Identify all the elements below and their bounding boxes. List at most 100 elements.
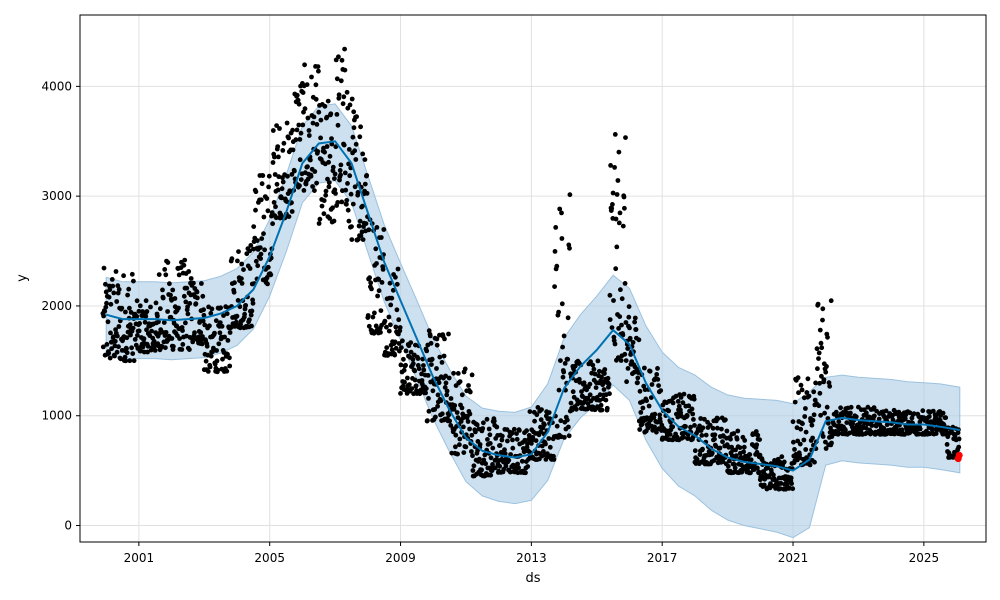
observed-point xyxy=(376,288,382,294)
observed-point xyxy=(647,368,653,374)
observed-point xyxy=(369,286,374,292)
observed-point xyxy=(727,458,732,464)
observed-point xyxy=(552,249,558,254)
observed-point xyxy=(945,434,951,440)
observed-point xyxy=(608,163,613,168)
observed-point xyxy=(591,366,597,372)
observed-point xyxy=(214,358,220,364)
observed-point xyxy=(626,314,632,320)
observed-point xyxy=(253,189,259,195)
observed-point xyxy=(326,180,332,186)
observed-point xyxy=(349,224,354,230)
observed-point xyxy=(295,97,301,103)
observed-point xyxy=(362,157,368,163)
observed-point xyxy=(817,390,823,396)
observed-point xyxy=(161,320,167,325)
observed-point xyxy=(169,336,175,341)
observed-point xyxy=(470,453,475,459)
observed-point xyxy=(829,440,834,446)
observed-point xyxy=(225,351,230,357)
observed-point xyxy=(767,485,773,491)
observed-point xyxy=(339,57,345,63)
observed-point xyxy=(790,419,796,425)
observed-point xyxy=(485,437,490,442)
observed-point xyxy=(511,426,517,432)
observed-point xyxy=(486,426,492,432)
observed-point xyxy=(287,189,293,195)
observed-point xyxy=(863,425,869,431)
x-tick-label: 2009 xyxy=(385,551,416,565)
observed-point xyxy=(812,459,817,465)
observed-point xyxy=(457,436,463,442)
observed-point xyxy=(514,431,519,436)
observed-point xyxy=(602,371,607,376)
observed-point xyxy=(338,78,344,84)
observed-point xyxy=(807,462,813,468)
observed-point xyxy=(176,272,182,278)
observed-point xyxy=(560,374,566,380)
observed-point xyxy=(284,120,290,126)
observed-point xyxy=(109,346,114,352)
observed-point xyxy=(564,417,570,423)
observed-point xyxy=(410,361,416,367)
observed-point xyxy=(707,422,713,428)
observed-point xyxy=(421,367,427,373)
observed-point xyxy=(124,350,130,356)
observed-point xyxy=(258,256,263,261)
observed-point xyxy=(644,415,650,420)
observed-point xyxy=(439,411,445,417)
observed-point xyxy=(305,115,311,121)
observed-point xyxy=(473,429,478,435)
observed-point xyxy=(804,390,810,395)
observed-point xyxy=(350,134,356,140)
observed-point xyxy=(270,221,275,227)
observed-point xyxy=(101,265,107,271)
observed-point xyxy=(192,330,197,336)
observed-point xyxy=(625,346,631,351)
observed-point xyxy=(493,465,498,471)
observed-point xyxy=(654,372,660,377)
observed-point xyxy=(145,349,151,355)
observed-point xyxy=(813,380,818,386)
observed-point xyxy=(253,258,259,264)
observed-point xyxy=(208,353,214,359)
observed-point xyxy=(185,304,191,310)
observed-point xyxy=(439,360,445,365)
observed-point xyxy=(398,345,404,350)
observed-point xyxy=(638,410,644,415)
observed-point xyxy=(597,398,603,403)
observed-point xyxy=(838,405,843,411)
observed-point xyxy=(167,281,172,287)
observed-point xyxy=(182,257,188,263)
observed-point xyxy=(607,292,613,298)
observed-point xyxy=(607,317,613,322)
observed-point xyxy=(799,387,805,393)
observed-point xyxy=(127,322,133,327)
observed-point xyxy=(234,313,240,319)
observed-point xyxy=(742,438,748,443)
observed-point xyxy=(334,112,340,117)
observed-point xyxy=(380,267,386,272)
observed-point xyxy=(198,330,204,335)
observed-point xyxy=(798,426,804,432)
observed-point xyxy=(469,449,474,454)
observed-point xyxy=(280,179,286,185)
observed-point xyxy=(423,390,428,396)
observed-point xyxy=(474,422,480,428)
observed-point xyxy=(142,319,148,325)
observed-point xyxy=(123,358,129,364)
observed-point xyxy=(825,420,831,426)
observed-point xyxy=(332,187,338,193)
observed-point xyxy=(836,419,842,425)
observed-point xyxy=(235,298,241,303)
observed-point xyxy=(321,145,326,151)
observed-point xyxy=(130,351,136,356)
observed-point xyxy=(306,128,312,133)
observed-point xyxy=(930,408,936,414)
observed-point xyxy=(199,281,204,286)
observed-point xyxy=(547,444,553,450)
observed-point xyxy=(623,358,629,363)
x-axis-ticks: 2001 2005 2009 2013 2017 2021 2025 xyxy=(124,542,939,565)
observed-point xyxy=(956,436,962,442)
observed-point xyxy=(108,301,114,307)
